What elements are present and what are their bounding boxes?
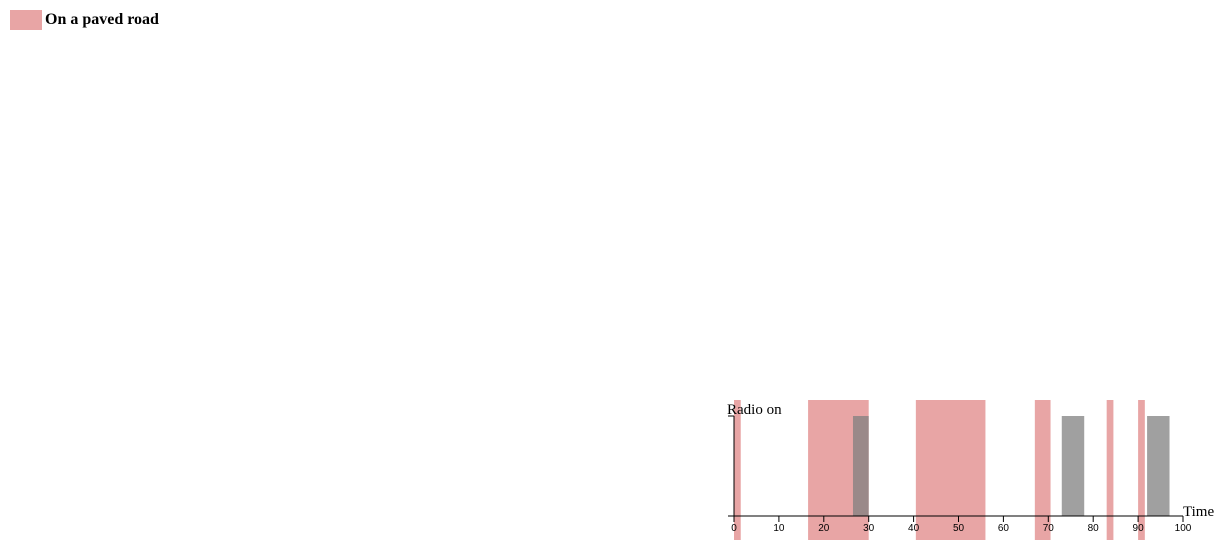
paved-road-interval bbox=[734, 400, 741, 540]
x-tick: 50 bbox=[953, 516, 965, 534]
x-tick-label: 50 bbox=[953, 523, 965, 534]
x-tick: 10 bbox=[773, 516, 785, 534]
paved-road-interval bbox=[1034, 400, 1051, 540]
x-tick-label: 100 bbox=[1175, 523, 1192, 534]
paved-road-interval bbox=[915, 400, 986, 540]
x-tick: 100 bbox=[1175, 516, 1192, 534]
x-tick: 90 bbox=[1133, 516, 1145, 534]
x-tick-label: 30 bbox=[863, 523, 875, 534]
x-tick-label: 70 bbox=[1043, 523, 1055, 534]
radio-on-bar bbox=[852, 416, 869, 516]
x-tick: 20 bbox=[818, 516, 830, 534]
x-tick: 60 bbox=[998, 516, 1010, 534]
x-axis-ticks: 0 10 20 30 40 50 60 70 80 90 100 bbox=[731, 516, 1192, 534]
x-tick-label: 40 bbox=[908, 523, 920, 534]
x-tick: 80 bbox=[1088, 516, 1100, 534]
x-tick: 40 bbox=[908, 516, 920, 534]
x-tick-label: 90 bbox=[1133, 523, 1145, 534]
legend-swatch bbox=[10, 10, 42, 30]
x-tick: 0 bbox=[731, 516, 737, 534]
x-tick-label: 80 bbox=[1088, 523, 1100, 534]
axes: 0 10 20 30 40 50 60 70 80 90 100 Radio on Time bbox=[727, 402, 1214, 534]
x-tick: 70 bbox=[1043, 516, 1055, 534]
paved-road-interval bbox=[1106, 400, 1114, 540]
y-axis-title: Radio on bbox=[727, 402, 782, 418]
x-tick: 30 bbox=[863, 516, 875, 534]
radio-on-bar bbox=[1061, 416, 1085, 516]
x-tick-label: 10 bbox=[773, 523, 785, 534]
radio-on-bar bbox=[1147, 416, 1170, 516]
x-axis-title: Time bbox=[1183, 504, 1214, 520]
x-tick-label: 20 bbox=[818, 523, 830, 534]
radio-on-bars bbox=[852, 416, 1170, 516]
x-tick-label: 60 bbox=[998, 523, 1010, 534]
legend-label: On a paved road bbox=[45, 11, 159, 28]
legend: On a paved road bbox=[10, 10, 159, 30]
paved-road-interval bbox=[1138, 400, 1145, 540]
x-tick-label: 0 bbox=[731, 523, 737, 534]
